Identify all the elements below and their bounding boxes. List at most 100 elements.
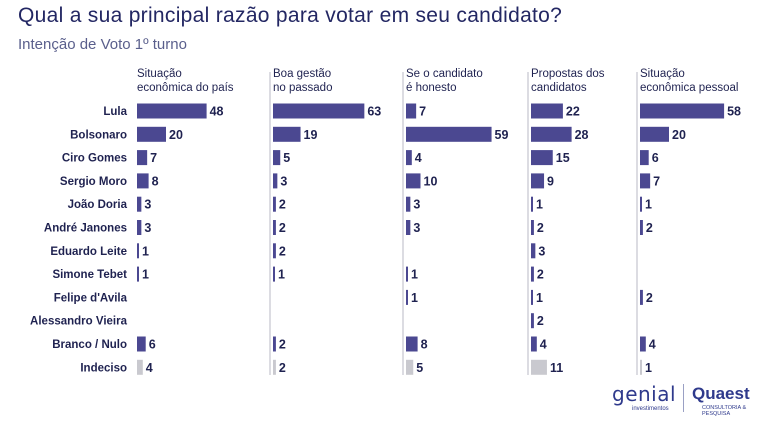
bar <box>273 126 301 142</box>
data-label: 3 <box>144 198 151 212</box>
data-label: 2 <box>279 198 286 212</box>
bar <box>406 150 412 166</box>
row-label: Felipe d'Avila <box>54 292 128 304</box>
data-label: 10 <box>424 174 438 188</box>
bar <box>640 150 649 166</box>
bar <box>273 359 276 375</box>
data-label: 20 <box>672 128 686 142</box>
chart-subtitle: Intenção de Voto 1º turno <box>18 36 187 53</box>
row-label: Alessandro Vieira <box>30 316 128 328</box>
series-header: Situação econômica pessoal <box>640 68 738 94</box>
data-label: 19 <box>304 128 318 142</box>
bar <box>273 196 276 212</box>
bar <box>273 103 365 119</box>
data-label: 2 <box>537 268 544 282</box>
data-label: 1 <box>536 291 543 305</box>
bar <box>137 150 148 166</box>
data-label: 63 <box>367 105 381 119</box>
bar <box>640 103 725 119</box>
bar <box>137 220 142 235</box>
bar <box>640 173 651 189</box>
data-label: 8 <box>152 174 159 188</box>
bar <box>406 220 411 235</box>
row-label: Bolsonaro <box>70 129 127 141</box>
series-header: Boa gestão no passado <box>273 68 332 94</box>
bar <box>273 243 276 259</box>
data-label: 28 <box>575 128 589 142</box>
data-label: 7 <box>419 105 426 119</box>
bar <box>531 289 533 305</box>
bar <box>640 289 643 305</box>
data-label: 8 <box>421 338 428 352</box>
data-label: 3 <box>280 174 287 188</box>
row-label: Eduardo Leite <box>50 246 127 258</box>
data-label: 1 <box>411 291 418 305</box>
genial-logo-subtext: investimentos <box>632 406 669 412</box>
row-label: Lula <box>103 106 127 118</box>
bar <box>531 359 547 375</box>
bar <box>406 266 408 282</box>
bar <box>273 336 276 352</box>
bar <box>406 336 418 352</box>
series-header: Propostas dos candidatos <box>531 68 605 94</box>
bar <box>406 289 408 305</box>
series-header: Situação econômica do país <box>137 68 234 94</box>
row-label: Ciro Gomes <box>62 153 127 165</box>
bar <box>137 336 146 352</box>
logos: genial investimentos Quaest CONSULTORIA … <box>612 382 762 417</box>
data-label: 9 <box>547 174 554 188</box>
bar <box>531 150 553 166</box>
quaest-logo: Quaest <box>692 384 750 403</box>
data-label: 5 <box>416 361 423 375</box>
bar <box>137 359 143 375</box>
data-label: 2 <box>279 244 286 258</box>
bar <box>406 103 417 119</box>
data-label: 6 <box>652 151 659 165</box>
data-label: 2 <box>279 361 286 375</box>
data-label: 1 <box>142 268 149 282</box>
row-label: Sergio Moro <box>60 176 127 188</box>
bar <box>406 173 421 189</box>
data-label: 1 <box>142 244 149 258</box>
data-label: 1 <box>411 268 418 282</box>
bar <box>273 150 281 166</box>
data-label: 22 <box>566 105 580 119</box>
data-label: 2 <box>537 314 544 328</box>
data-label: 2 <box>537 221 544 235</box>
bar <box>531 173 545 189</box>
row-label: Indeciso <box>80 362 127 374</box>
row-label: João Doria <box>68 199 128 211</box>
series-header: Se o candidato é honesto <box>406 68 483 94</box>
bar-chart: Lula Bolsonaro Ciro Gomes Sergio Moro João D… <box>30 68 741 375</box>
data-label: 59 <box>495 128 509 142</box>
bar <box>640 359 642 375</box>
data-label: 2 <box>646 221 653 235</box>
bar <box>273 266 275 282</box>
data-label: 1 <box>645 361 652 375</box>
data-label: 3 <box>538 244 545 258</box>
bar <box>137 103 207 119</box>
data-label: 3 <box>144 221 151 235</box>
bar <box>406 126 492 142</box>
data-label: 5 <box>283 151 290 165</box>
data-label: 4 <box>649 338 656 352</box>
data-label: 6 <box>149 338 156 352</box>
bar <box>531 220 534 235</box>
data-label: 48 <box>210 105 224 119</box>
bar <box>406 196 411 212</box>
bar <box>531 266 534 282</box>
data-label: 1 <box>278 268 285 282</box>
data-label: 3 <box>413 198 420 212</box>
data-label: 58 <box>727 105 741 119</box>
chart-title: Qual a sua principal razão para votar em… <box>18 4 563 27</box>
bar <box>531 103 563 119</box>
bar <box>137 243 139 259</box>
data-label: 4 <box>415 151 422 165</box>
bar <box>640 196 642 212</box>
bar <box>531 313 534 329</box>
data-label: 4 <box>540 338 547 352</box>
data-label: 15 <box>556 151 570 165</box>
bar <box>137 196 142 212</box>
bar <box>531 126 572 142</box>
data-label: 2 <box>279 221 286 235</box>
